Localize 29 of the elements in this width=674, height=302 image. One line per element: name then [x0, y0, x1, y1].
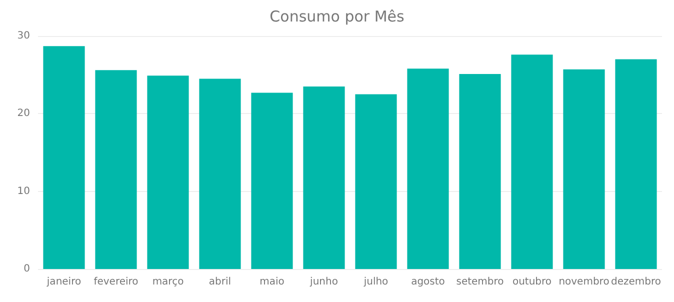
- x-tick-label: março: [152, 276, 184, 288]
- bar: [95, 70, 137, 269]
- chart-title: Consumo por Mês: [270, 8, 405, 26]
- bar: [43, 46, 85, 269]
- bar: [251, 92, 293, 269]
- bar: [459, 74, 501, 269]
- y-tick-label: 30: [17, 30, 30, 42]
- x-tick-label: fevereiro: [94, 276, 138, 288]
- bar: [199, 78, 241, 269]
- x-tick-label: novembro: [558, 276, 610, 288]
- bar: [563, 69, 605, 269]
- bar: [511, 54, 553, 269]
- y-tick-label: 0: [24, 264, 30, 274]
- x-tick-label: dezembro: [611, 276, 661, 288]
- x-tick-label: outubro: [512, 276, 552, 288]
- bar: [303, 86, 345, 269]
- y-tick-label: 10: [17, 186, 30, 197]
- x-tick-label: setembro: [456, 276, 504, 288]
- bar: [407, 68, 449, 269]
- bar: [355, 94, 397, 269]
- x-tick-label: julho: [362, 276, 388, 288]
- x-tick-label: abril: [208, 276, 232, 288]
- x-tick-label: maio: [260, 276, 284, 288]
- y-tick-label: 20: [17, 108, 30, 120]
- x-tick-label: agosto: [411, 276, 445, 288]
- bar: [615, 59, 657, 269]
- x-tick-label: junho: [309, 276, 338, 288]
- bar: [147, 76, 189, 269]
- x-tick-label: janeiro: [46, 276, 82, 288]
